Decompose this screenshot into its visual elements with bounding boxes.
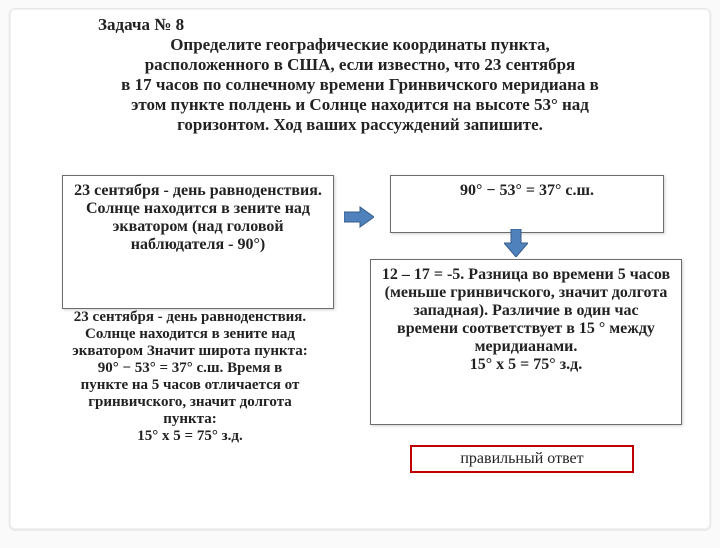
step-box-equinox: 23 сентября - день равноденствия. Солнце… <box>62 175 334 309</box>
task-number: Задача № 8 <box>98 15 184 35</box>
answer-button[interactable]: правильный ответ <box>410 445 634 473</box>
step-box-latitude-text: 90° − 53° = 37° с.ш. <box>460 182 594 199</box>
arrow-down-icon <box>504 229 528 257</box>
problem-text: Определите географические координаты пун… <box>58 35 662 135</box>
answer-button-label: правильный ответ <box>460 450 583 467</box>
arrow-right-icon <box>344 205 374 229</box>
step-box-longitude: 12 – 17 = -5. Разница во времени 5 часов… <box>370 259 682 425</box>
step-box-latitude: 90° − 53° = 37° с.ш. <box>390 175 664 233</box>
step-box-longitude-text: 12 – 17 = -5. Разница во времени 5 часов… <box>382 266 670 373</box>
slide: Задача № 8 Определите географические коо… <box>9 8 711 530</box>
step-box-equinox-text: 23 сентября - день равноденствия. Солнце… <box>74 182 322 253</box>
explanation-text: 23 сентября - день равноденствия. Солнце… <box>20 309 360 445</box>
